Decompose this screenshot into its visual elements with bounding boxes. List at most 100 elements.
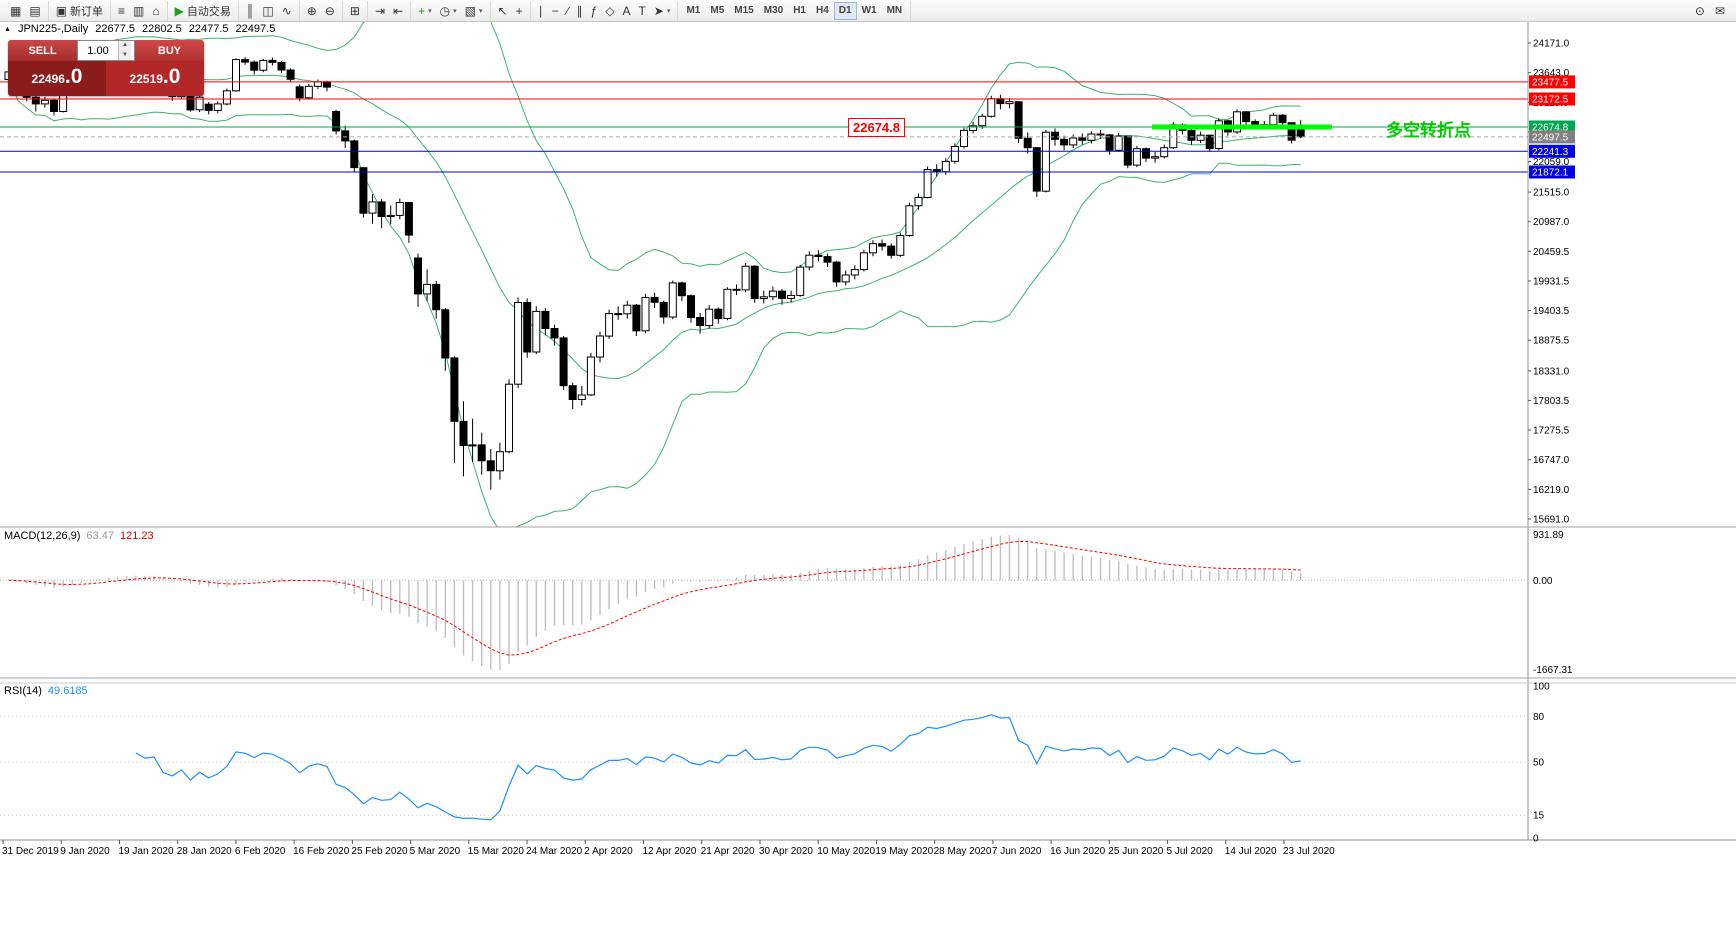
- chart-window: 24171.023643.023115.022587.022059.021515…: [0, 22, 1736, 945]
- chevron-down-icon[interactable]: ▾: [666, 7, 671, 15]
- new-order-label: 新订单: [70, 5, 104, 18]
- candlestick-mode-icon[interactable]: ◫: [258, 2, 277, 20]
- periods-icon[interactable]: ◷ ▾: [436, 2, 461, 20]
- new-chart-icon[interactable]: ▦: [6, 2, 25, 20]
- candle: [668, 282, 677, 318]
- timeframe-d1[interactable]: D1: [833, 1, 857, 20]
- candle: [714, 308, 723, 320]
- timeframe-m15[interactable]: M15: [729, 2, 758, 20]
- templates-icon[interactable]: ▧ ▾: [461, 2, 487, 20]
- candle: [31, 96, 40, 105]
- candle: [477, 444, 486, 462]
- candle: [222, 90, 231, 105]
- candle: [841, 274, 850, 283]
- candle: [887, 245, 896, 256]
- horizontal-line-tool-icon[interactable]: −: [548, 2, 563, 20]
- chevron-down-icon[interactable]: ▾: [453, 7, 457, 15]
- candle: [532, 310, 541, 353]
- chart-shift-icon[interactable]: ⇤: [389, 2, 407, 20]
- buy-button[interactable]: BUY: [135, 40, 204, 61]
- profiles-icon[interactable]: ▤: [25, 2, 44, 20]
- community-icon[interactable]: ✉: [1711, 2, 1729, 20]
- search-icon[interactable]: ⊙: [1691, 2, 1709, 20]
- rsi-value: 49.6185: [47, 685, 88, 697]
- chevron-down-icon[interactable]: ▾: [478, 7, 483, 15]
- timeframe-m30[interactable]: M30: [759, 2, 788, 20]
- price-tick-label: 17275.5: [1533, 426, 1570, 437]
- trendline-tool-icon[interactable]: ∕: [563, 2, 573, 20]
- price-tick-label: 24171.0: [1533, 39, 1570, 50]
- line-chart-mode-icon[interactable]: ∿: [278, 2, 296, 20]
- auto-scroll-icon: ⇥: [374, 3, 386, 18]
- zoom-in-icon[interactable]: ⊕: [303, 2, 321, 20]
- volume-down-icon[interactable]: ▼: [119, 50, 131, 60]
- fibonacci-tool-icon[interactable]: ƒ: [587, 2, 602, 20]
- timeframe-mn[interactable]: MN: [882, 2, 908, 20]
- label-tool-icon[interactable]: T: [635, 2, 650, 20]
- price-tick-label: 20987.0: [1533, 217, 1570, 228]
- price-tick-label: 23643.0: [1533, 68, 1570, 79]
- price-highlight-text: 22241.3: [1532, 147, 1569, 158]
- volume-up-icon[interactable]: ▲: [119, 41, 131, 51]
- candle: [1160, 147, 1169, 158]
- text-tool-icon[interactable]: A: [619, 2, 635, 20]
- channel-tool-icon: ∥: [576, 3, 583, 18]
- sell-button[interactable]: SELL: [8, 40, 77, 61]
- close-value: 22497.5: [235, 23, 276, 35]
- candle: [423, 283, 432, 295]
- cursor-icon[interactable]: ↖: [494, 2, 512, 20]
- candle: [568, 385, 577, 401]
- candle: [878, 243, 887, 247]
- candle: [577, 394, 586, 400]
- candle: [1269, 114, 1278, 126]
- sell-price[interactable]: 22496.0: [8, 61, 106, 96]
- candle: [377, 201, 386, 217]
- zoom-in-icon: ⊕: [306, 3, 317, 18]
- price-callout-label[interactable]: 22674.8: [848, 117, 905, 137]
- channel-tool-icon[interactable]: ∥: [573, 2, 587, 20]
- crosshair-icon[interactable]: +: [512, 2, 527, 20]
- indicators-icon[interactable]: + ▾: [414, 2, 436, 20]
- candle: [859, 252, 868, 271]
- volume-input[interactable]: [78, 41, 118, 60]
- candle: [1005, 101, 1014, 105]
- candle: [459, 420, 468, 446]
- timeframe-w1[interactable]: W1: [857, 2, 882, 20]
- vertical-line-tool-icon[interactable]: ∣: [534, 2, 548, 20]
- timeframe-h4[interactable]: H4: [811, 2, 834, 20]
- market-watch-icon[interactable]: ≡: [114, 2, 129, 20]
- time-tick-label: 23 Jul 2020: [1283, 846, 1335, 857]
- macd-axis-label: 931.89: [1533, 530, 1564, 541]
- cursor-icon: ↖: [497, 3, 508, 18]
- shapes-tool-icon[interactable]: ◇: [601, 2, 618, 20]
- candle: [932, 169, 941, 173]
- price-tick-label: 16219.0: [1533, 485, 1570, 496]
- candle: [1187, 129, 1196, 141]
- candle: [796, 266, 805, 296]
- candle: [332, 111, 341, 132]
- macd-axis-label: -1667.31: [1533, 665, 1573, 676]
- arrows-tool-icon[interactable]: ➤ ▾: [650, 2, 675, 20]
- turning-point-label[interactable]: 多空转折点: [1386, 120, 1471, 141]
- rsi-axis-label: 0: [1533, 834, 1539, 845]
- price-highlight-text: 23477.5: [1532, 77, 1569, 88]
- new-order-button[interactable]: ▣ 新订单: [52, 2, 107, 20]
- bar-chart-mode-icon[interactable]: ║: [242, 2, 259, 20]
- timeframe-h1[interactable]: H1: [788, 2, 811, 20]
- timeframe-group: M1 M5 M15 M30 H1 H4 D1 W1 MN: [678, 0, 912, 21]
- chevron-down-icon[interactable]: ▾: [428, 7, 432, 15]
- bollinger-lower-band: [8, 71, 1301, 527]
- navigator-icon[interactable]: ⌂: [148, 2, 163, 20]
- candle: [486, 460, 495, 472]
- candle: [605, 313, 614, 337]
- timeframe-m1[interactable]: M1: [681, 2, 705, 20]
- zoom-out-icon[interactable]: ⊖: [321, 2, 339, 20]
- time-tick-label: 31 Dec 2019: [2, 846, 59, 857]
- symbol-period-label: JPN225-,Daily: [17, 23, 89, 35]
- buy-price[interactable]: 22519.0: [106, 61, 204, 96]
- data-window-icon[interactable]: ▥: [129, 2, 148, 20]
- autotrading-button[interactable]: ▶ 自动交易: [171, 2, 235, 20]
- timeframe-m5[interactable]: M5: [705, 2, 729, 20]
- tile-windows-icon[interactable]: ⊞: [346, 2, 364, 20]
- auto-scroll-icon[interactable]: ⇥: [371, 2, 389, 20]
